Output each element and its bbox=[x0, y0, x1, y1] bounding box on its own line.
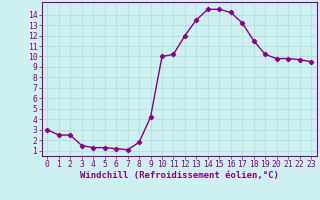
X-axis label: Windchill (Refroidissement éolien,°C): Windchill (Refroidissement éolien,°C) bbox=[80, 171, 279, 180]
